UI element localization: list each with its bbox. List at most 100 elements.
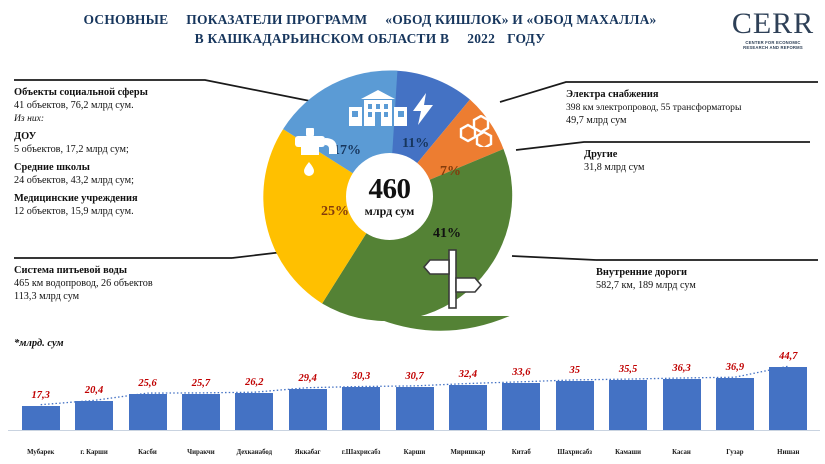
bar-1 bbox=[75, 401, 114, 430]
bar-value-0: 17,3 bbox=[31, 389, 50, 401]
building-icon bbox=[349, 90, 407, 126]
bar-chart-unit-label: *млрд. сум bbox=[14, 338, 64, 349]
pie-label-other: 7% bbox=[440, 164, 461, 179]
pie-slice-water bbox=[263, 129, 390, 304]
bar-2 bbox=[128, 394, 167, 430]
pie-label-roads: 41% bbox=[433, 226, 461, 241]
title-year: 2022 bbox=[467, 31, 496, 46]
bar-value-12: 36,3 bbox=[672, 363, 691, 375]
bar-value-6: 30,3 bbox=[351, 371, 371, 383]
callout-electricity-line1: 398 км электропровод, 55 трансформаторы bbox=[566, 102, 742, 113]
callout-roads: Внутренние дороги 582,7 км, 189 млрд сум bbox=[596, 266, 821, 292]
bar-value-5: 29,4 bbox=[298, 372, 317, 384]
bar-10 bbox=[555, 380, 594, 430]
cerr-logo-text: CERR bbox=[731, 7, 815, 40]
bar-value-1: 20,4 bbox=[84, 385, 104, 397]
callout-electricity-line2: 49,7 млрд сум bbox=[566, 115, 627, 126]
title-word-pokazateli: ПОКАЗАТЕЛИ ПРОГРАММ bbox=[186, 12, 368, 27]
callout-water-line1: 465 км водопровод, 26 объектов bbox=[14, 278, 153, 289]
bar-14 bbox=[769, 367, 808, 430]
bar-0 bbox=[21, 405, 60, 430]
pie-label-social: 17% bbox=[333, 143, 361, 158]
bar-label-7: Карши bbox=[403, 449, 426, 456]
callout-electricity-title: Электра снабжения bbox=[566, 89, 659, 100]
bar-label-12: Касан bbox=[672, 449, 691, 456]
bar-8 bbox=[448, 384, 487, 430]
title-line-2: В КАШКАДАРЬИНСКОМ ОБЛАСТИ В 2022 ГОДУ bbox=[70, 29, 670, 48]
bar-value-4: 26,2 bbox=[245, 377, 264, 389]
bar-label-9: Китаб bbox=[511, 449, 531, 456]
bar-13 bbox=[715, 378, 754, 430]
bar-label-6: г.Шахрисабз bbox=[341, 449, 381, 456]
pie-center-label: 460 млрд сум bbox=[347, 154, 432, 239]
bar-value-8: 32,4 bbox=[458, 368, 478, 380]
callout-social-sub3-line: 12 объектов, 15,9 млрд сум. bbox=[14, 206, 134, 217]
callout-other: Другие 31,8 млрд сум bbox=[584, 148, 814, 174]
bar-4 bbox=[235, 393, 274, 430]
bar-value-2: 25,6 bbox=[138, 378, 157, 390]
title-line-1: ОСНОВНЫЕ ПОКАЗАТЕЛИ ПРОГРАММ «ОБОД КИШЛОК»… bbox=[70, 10, 670, 29]
bar-label-11: Камаши bbox=[615, 449, 642, 456]
callout-social-note: Из них: bbox=[14, 113, 45, 124]
bar-label-10: Шахрисабз bbox=[557, 449, 592, 456]
callout-social-sub1-line: 5 объектов, 17,2 млрд сум; bbox=[14, 144, 129, 155]
bar-label-14: Нишан bbox=[777, 449, 800, 456]
bar-label-5: Яккабаг bbox=[294, 449, 321, 456]
bar-label-0: Мубарек bbox=[27, 449, 55, 456]
bar-5 bbox=[288, 388, 327, 430]
bar-value-13: 36,9 bbox=[725, 362, 745, 374]
callout-social-title: Объекты социальной сферы bbox=[14, 87, 148, 98]
pie-label-electricity: 11% bbox=[402, 136, 430, 151]
green-swoosh-decoration bbox=[371, 316, 510, 331]
callout-roads-line1: 582,7 км, 189 млрд сум bbox=[596, 280, 696, 291]
cerr-logo-subtitle-2: RESEARCH AND REFORMS bbox=[743, 45, 803, 51]
bar-value-9: 33,6 bbox=[512, 366, 531, 378]
pie-center-value: 460 bbox=[368, 173, 412, 205]
bar-9 bbox=[502, 382, 541, 430]
bar-chart: *млрд. сум 17,3 Мубарек 20,4 г. Карши 25,6 Ка… bbox=[0, 330, 825, 464]
callout-social-sub3-title: Медицинские учреждения bbox=[14, 193, 138, 204]
cerr-logo-subtitle-1: CENTER FOR ECONOMIC bbox=[745, 40, 801, 45]
callout-other-title: Другие bbox=[584, 149, 618, 160]
lightning-bolt-icon bbox=[413, 93, 433, 125]
bar-value-7: 30,7 bbox=[405, 370, 424, 382]
bar-6 bbox=[342, 387, 381, 430]
hexagons-icon bbox=[459, 115, 493, 147]
bar-3 bbox=[181, 393, 220, 430]
bar-value-3: 25,7 bbox=[191, 377, 211, 389]
callout-water-line2: 113,3 млрд сум bbox=[14, 291, 80, 302]
pie-center-unit: млрд сум bbox=[364, 204, 415, 218]
callout-social-sub2-title: Средние школы bbox=[14, 162, 90, 173]
bar-label-4: Дехканабод bbox=[236, 449, 273, 456]
bar-label-1: г. Карши bbox=[80, 449, 108, 456]
cerr-logo: CERR CENTER FOR ECONOMIC RESEARCH AND RE… bbox=[727, 8, 819, 60]
callout-roads-title: Внутренние дороги bbox=[596, 267, 688, 278]
bar-chart-axis bbox=[8, 430, 820, 431]
faucet-icon bbox=[295, 128, 337, 176]
bar-label-13: Гузар bbox=[726, 449, 744, 456]
bar-value-10: 35 bbox=[569, 364, 580, 376]
bar-value-11: 35,5 bbox=[618, 364, 638, 376]
callout-social-sphere: Объекты социальной сферы 41 объектов, 76… bbox=[14, 86, 229, 218]
title-word-osnovnye: ОСНОВНЫЕ bbox=[83, 12, 169, 27]
page-title: ОСНОВНЫЕ ПОКАЗАТЕЛИ ПРОГРАММ «ОБОД КИШЛОК»… bbox=[70, 10, 670, 48]
pie-chart: 460 млрд сум 17% 11% 7% 41% 25% bbox=[263, 70, 516, 323]
callout-social-line1: 41 объектов, 76,2 млрд сум. bbox=[14, 100, 134, 111]
callout-social-sub2-line: 24 объектов, 43,2 млрд сум; bbox=[14, 175, 134, 186]
bar-7 bbox=[395, 386, 434, 430]
bar-label-3: Чиракчи bbox=[187, 449, 215, 456]
title-godu: ГОДУ bbox=[507, 31, 546, 46]
callout-water-title: Система питьевой воды bbox=[14, 265, 127, 276]
title-word-programs: «ОБОД КИШЛОК» И «ОБОД МАХАЛЛА» bbox=[385, 12, 657, 27]
bar-label-2: Касби bbox=[138, 449, 157, 456]
pie-label-water: 25% bbox=[321, 204, 349, 219]
bar-label-8: Миришкар bbox=[450, 449, 486, 456]
callout-water-system: Система питьевой воды 465 км водопровод,… bbox=[14, 264, 234, 303]
bar-value-14: 44,7 bbox=[779, 351, 798, 363]
title-region: В КАШКАДАРЬИНСКОМ ОБЛАСТИ В bbox=[194, 31, 450, 46]
callout-social-sub1-title: ДОУ bbox=[14, 131, 37, 142]
callout-electricity: Электра снабжения 398 км электропровод, … bbox=[566, 88, 822, 127]
callout-other-line1: 31,8 млрд сум bbox=[584, 162, 645, 173]
bar-12 bbox=[662, 379, 701, 430]
